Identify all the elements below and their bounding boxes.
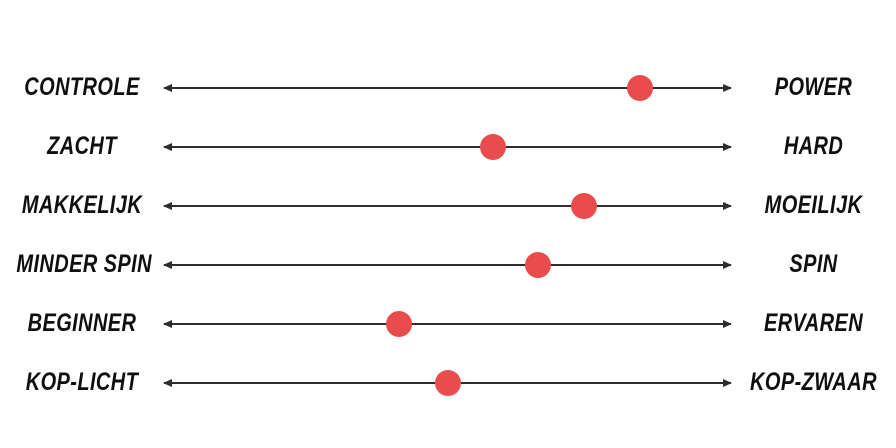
arrow-right-icon [723,201,732,210]
left-label: ZACHT [47,132,117,160]
right-label: MOEILIJK [764,191,863,219]
value-dot [525,251,552,278]
left-label: MINDER SPIN [16,250,152,278]
left-label: KOP-LICHT [25,368,139,396]
arrow-left-icon [163,319,172,328]
scale-row-koplicht-kopzwaar: KOP-LICHT KOP-ZWAAR [0,353,896,412]
arrow-right-icon [723,83,732,92]
value-dot [434,369,461,396]
value-dot [627,74,654,101]
value-dot [479,133,506,160]
right-label: HARD [783,132,844,160]
scale-row-makkelijk-moeilijk: MAKKELIJK MOEILIJK [0,176,896,235]
arrow-left-icon [163,201,172,210]
arrow-left-icon [163,83,172,92]
scale-track [163,74,732,101]
arrow-right-icon [723,378,732,387]
scale-track [163,192,732,219]
scale-track [163,369,732,396]
scale-row-minderspin-spin: MINDER SPIN SPIN [0,235,896,294]
value-dot [386,310,413,337]
arrow-left-icon [163,142,172,151]
scale-row-beginner-ervaren: BEGINNER ERVAREN [0,294,896,353]
right-label: KOP-ZWAAR [750,368,877,396]
right-label: SPIN [789,250,838,278]
scale-track [163,251,732,278]
scale-row-zacht-hard: ZACHT HARD [0,117,896,176]
scale-track [163,310,732,337]
left-label: CONTROLE [24,73,140,101]
right-label: ERVAREN [763,309,864,337]
arrow-right-icon [723,260,732,269]
left-label: MAKKELIJK [21,191,143,219]
scale-row-controle-power: CONTROLE POWER [0,58,896,117]
arrow-left-icon [163,260,172,269]
left-label: BEGINNER [27,309,137,337]
scale-track [163,133,732,160]
arrow-right-icon [723,319,732,328]
arrow-left-icon [163,378,172,387]
value-dot [570,192,597,219]
arrow-right-icon [723,142,732,151]
right-label: POWER [774,73,853,101]
